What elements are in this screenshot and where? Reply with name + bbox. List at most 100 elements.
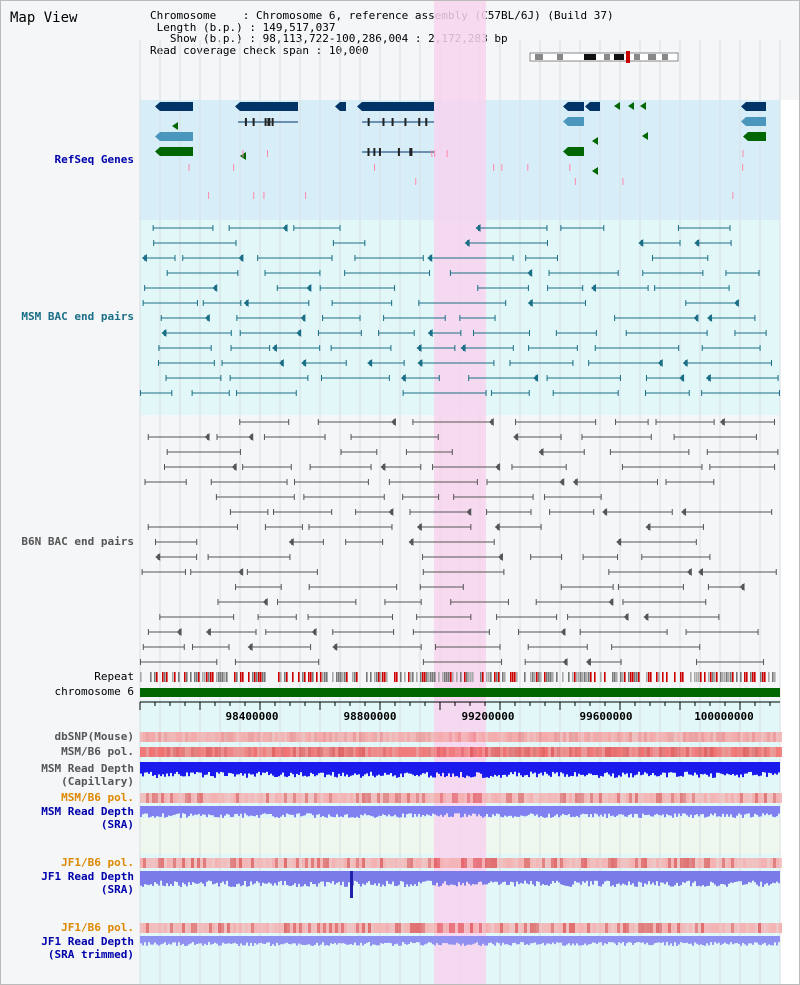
msm-b6-pol-2-cell	[512, 793, 515, 803]
jf1-trim-depth-bar	[436, 936, 438, 944]
jf1-b6-pol-cell	[356, 858, 359, 868]
jf1-trim-depth-bar	[146, 936, 148, 946]
jf1-trim-depth-bar	[196, 936, 198, 945]
jf1-b6-pol-2-cell	[272, 923, 275, 933]
jf1-sra-depth-bar	[144, 871, 146, 885]
jf1-b6-pol-2-cell	[680, 923, 683, 933]
msm-b6-pol-cell	[359, 747, 362, 757]
jf1-b6-pol-cell	[353, 858, 356, 868]
jf1-b6-pol-cell	[626, 858, 629, 868]
repeat-mark	[340, 672, 342, 682]
jf1-b6-pol-cell	[440, 858, 443, 868]
jf1-trim-depth-bar	[636, 936, 638, 943]
msm-bac-pair-marker	[212, 284, 218, 292]
dbsnp-cell	[353, 732, 356, 742]
msm-sra-depth-bar	[532, 806, 534, 815]
msm-b6-pol-cell	[290, 747, 293, 757]
jf1-trim-depth-bar	[454, 936, 456, 945]
msm-b6-pol-2-cell	[521, 793, 524, 803]
dbsnp-cell	[326, 732, 329, 742]
jf1-trim-depth-bar	[402, 936, 404, 943]
dbsnp-cell	[758, 732, 761, 742]
b6n-bac-pair-marker	[623, 613, 629, 621]
jf1-b6-pol-2-cell	[386, 923, 389, 933]
msm-sra-depth-bar	[508, 806, 510, 816]
msm-capillary-depth-bar	[246, 762, 248, 778]
msm-b6-pol-2-cell	[776, 793, 779, 803]
msm-capillary-depth-bar	[456, 762, 458, 777]
msm-b6-pol-cell	[536, 747, 539, 757]
jf1-b6-pol-2-cell	[533, 923, 536, 933]
jf1-b6-pol-2-cell	[683, 923, 686, 933]
msm-sra-depth-bar	[250, 806, 252, 816]
msm-capillary-depth-bar	[772, 762, 774, 775]
msm-capillary-depth-bar	[338, 762, 340, 774]
dbsnp-cell	[770, 732, 773, 742]
dbsnp-cell	[491, 732, 494, 742]
msm-capillary-depth-bar	[154, 762, 156, 775]
dbsnp-cell	[362, 732, 365, 742]
dbsnp-cell	[356, 732, 359, 742]
jf1-sra-depth-bar	[142, 871, 144, 887]
msm-capillary-depth-bar	[684, 762, 686, 772]
msm-bac-pair-marker	[460, 344, 466, 352]
msm-b6-pol-2-cell	[464, 793, 467, 803]
msm-sra-depth-bar	[586, 806, 588, 815]
jf1-b6-pol-cell	[380, 858, 383, 868]
repeat-mark	[490, 672, 492, 682]
jf1-sra-depth-bar	[414, 871, 416, 885]
msm-b6-pol-2-cell	[719, 793, 722, 803]
jf1-trim-depth-bar	[406, 936, 408, 945]
jf1-sra-depth-bar	[470, 871, 472, 886]
jf1-b6-pol-cell	[755, 858, 758, 868]
dbsnp-cell	[140, 732, 143, 742]
msm-capillary-depth-bar	[212, 762, 214, 777]
label-dbsnp: dbSNP(Mouse)	[54, 730, 134, 743]
repeat-mark	[480, 672, 482, 682]
msm-b6-pol-cell	[188, 747, 191, 757]
msm-capillary-depth-bar	[244, 762, 246, 774]
msm-capillary-depth-bar	[758, 762, 760, 777]
gene-strand-arrow	[155, 102, 160, 111]
jf1-b6-pol-cell	[560, 858, 563, 868]
jf1-trim-depth-bar	[272, 936, 274, 945]
jf1-sra-depth-bar	[432, 871, 434, 886]
label-msm-bac: MSM BAC end pairs	[21, 310, 134, 323]
jf1-b6-pol-2-cell	[233, 923, 236, 933]
msm-capillary-depth-bar	[462, 762, 464, 778]
msm-sra-depth-bar	[338, 806, 340, 817]
jf1-b6-pol-cell	[731, 858, 734, 868]
msm-b6-pol-cell	[497, 747, 500, 757]
repeat-mark	[346, 672, 348, 682]
jf1-b6-pol-2-cell	[467, 923, 470, 933]
jf1-sra-depth-bar	[760, 871, 762, 882]
jf1-trim-depth-bar	[740, 936, 742, 946]
msm-capillary-depth-bar	[716, 762, 718, 773]
dbsnp-cell	[236, 732, 239, 742]
msm-capillary-depth-bar	[506, 762, 508, 777]
msm-capillary-depth-bar	[380, 762, 382, 776]
jf1-b6-pol-cell	[470, 858, 473, 868]
msm-sra-depth-bar	[520, 806, 522, 816]
msm-b6-pol-2-cell	[494, 793, 497, 803]
msm-b6-pol-2-cell	[764, 793, 767, 803]
jf1-b6-pol-cell	[206, 858, 209, 868]
jf1-trim-depth-bar	[360, 936, 362, 943]
repeat-mark	[366, 672, 368, 682]
dbsnp-cell	[641, 732, 644, 742]
msm-b6-pol-2-cell	[560, 793, 563, 803]
repeat-mark	[382, 672, 384, 682]
jf1-sra-depth-bar	[154, 871, 156, 883]
jf1-sra-depth-bar	[630, 871, 632, 885]
jf1-b6-pol-2-cell	[602, 923, 605, 933]
jf1-trim-depth-bar	[254, 936, 256, 944]
jf1-b6-pol-cell	[386, 858, 389, 868]
msm-b6-pol-cell	[653, 747, 656, 757]
b6n-bac-pair-marker	[643, 613, 649, 621]
repeat-mark	[730, 672, 732, 682]
jf1-trim-depth-bar	[668, 936, 670, 946]
msm-bac-pair-marker	[679, 374, 685, 382]
repeat-mark	[648, 672, 650, 682]
jf1-sra-depth-bar	[484, 871, 486, 885]
